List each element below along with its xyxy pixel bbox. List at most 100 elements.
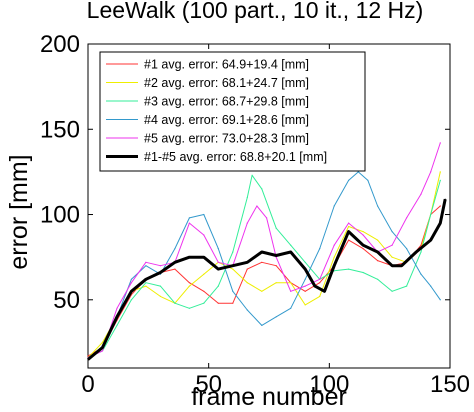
data-point: [203, 273, 205, 275]
data-point: [251, 174, 253, 176]
data-point: [145, 282, 147, 284]
data-point: [217, 285, 219, 287]
series-line-2: [87, 171, 441, 359]
data-point: [377, 251, 379, 253]
data-point: [377, 278, 379, 280]
data-point: [348, 222, 350, 224]
data-point: [430, 239, 432, 241]
data-point: [275, 316, 277, 318]
data-point: [232, 265, 234, 267]
data-point: [145, 261, 147, 263]
data-point: [323, 290, 326, 292]
data-point: [348, 179, 350, 181]
data-point: [145, 278, 147, 280]
legend-item: #3 avg. error: 68.7+29.8 [mm]: [106, 95, 309, 109]
data-point: [406, 248, 408, 250]
data-point: [130, 299, 132, 301]
data-point: [420, 244, 422, 246]
data-point: [232, 251, 234, 253]
series-4: [87, 171, 441, 359]
data-point: [304, 304, 306, 306]
data-point: [290, 307, 292, 309]
data-point: [159, 271, 161, 274]
legend-label: #5 avg. error: 73.0+28.3 [mm]: [144, 132, 309, 146]
data-point: [377, 239, 379, 241]
data-point: [159, 295, 161, 297]
y-tick-label: 100: [40, 202, 80, 229]
data-point: [275, 282, 277, 284]
data-point: [319, 295, 321, 297]
data-point: [101, 346, 104, 349]
data-point: [174, 302, 176, 304]
data-point: [348, 239, 350, 241]
data-point: [304, 261, 306, 263]
axis-ticks: 0 50 100 150 50 100 150 200: [40, 31, 470, 398]
data-point: [130, 290, 132, 292]
data-point: [145, 265, 147, 267]
series-layer: [87, 142, 447, 361]
data-point: [362, 248, 364, 250]
x-axis-title: frame number: [191, 383, 347, 411]
data-point: [203, 302, 205, 304]
data-point: [174, 268, 176, 270]
data-point: [333, 265, 335, 267]
data-point: [333, 205, 335, 207]
data-point: [159, 265, 161, 267]
legend-item: #2 avg. error: 68.1+24.7 [mm]: [106, 76, 309, 90]
data-point: [101, 350, 104, 352]
data-point: [275, 254, 277, 257]
data-point: [116, 307, 118, 309]
x-tick-label: 100: [309, 371, 349, 398]
data-point: [130, 278, 132, 280]
data-point: [246, 268, 248, 270]
data-point: [444, 198, 446, 200]
data-point: [261, 290, 263, 292]
data-point: [275, 265, 277, 267]
data-point: [439, 142, 441, 144]
data-point: [391, 256, 393, 258]
data-point: [391, 265, 393, 267]
data-point: [159, 285, 161, 287]
data-point: [362, 231, 364, 233]
data-point: [357, 171, 359, 173]
data-point: [256, 205, 258, 207]
data-point: [188, 217, 190, 219]
data-point: [304, 278, 306, 280]
data-point: [401, 265, 403, 267]
data-point: [203, 213, 205, 216]
data-point: [333, 244, 335, 246]
data-point: [203, 290, 205, 292]
data-point: [290, 251, 292, 253]
data-point: [246, 196, 248, 199]
legend-item: #1 avg. error: 64.9+19.4 [mm]: [106, 58, 309, 72]
data-point: [246, 282, 248, 284]
data-point: [261, 188, 263, 190]
data-point: [439, 205, 441, 207]
legend-box: [99, 51, 366, 172]
data-point: [188, 282, 190, 284]
data-point: [290, 290, 292, 292]
data-point: [406, 217, 408, 219]
data-point: [290, 282, 292, 284]
data-point: [415, 251, 417, 253]
legend-label: #2 avg. error: 68.1+24.7 [mm]: [144, 76, 309, 90]
data-point: [217, 302, 219, 304]
data-point: [348, 268, 350, 270]
legend-item: #5 avg. error: 73.0+28.3 [mm]: [106, 132, 309, 146]
legend-label: #4 avg. error: 69.1+28.6 [mm]: [144, 113, 309, 127]
data-point: [130, 282, 132, 284]
data-point: [87, 355, 89, 357]
data-point: [203, 256, 205, 258]
data-point: [232, 268, 234, 270]
data-point: [333, 256, 335, 258]
data-point: [246, 222, 248, 224]
data-point: [232, 302, 234, 304]
legend-item: #4 avg. error: 69.1+28.6 [mm]: [106, 113, 309, 127]
data-point: [266, 217, 268, 219]
data-point: [362, 234, 364, 236]
data-point: [261, 324, 263, 326]
data-point: [217, 268, 219, 270]
y-axis-title: error [mm]: [5, 154, 33, 269]
data-point: [319, 278, 321, 280]
